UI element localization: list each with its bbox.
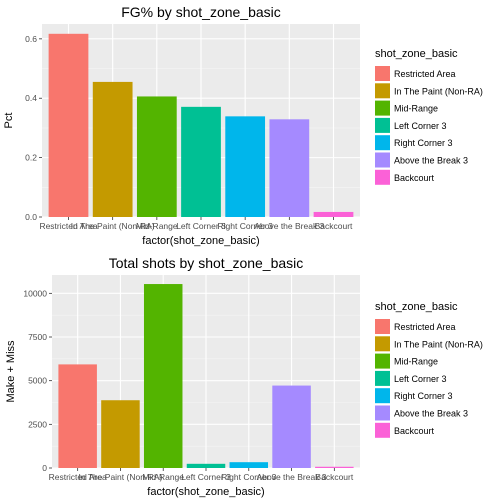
legend-key-4 [375,117,390,133]
bar-1 [58,364,97,468]
x-tick-label: Backcourt [315,221,353,231]
x-tick-label: Left Corner 3 [176,221,226,231]
legend-label: Restricted Area [394,69,456,79]
legend-label: Restricted Area [394,322,456,332]
x-tick-label: In The Paint (Non-RA) [71,221,155,231]
legend-label: Right Corner 3 [394,391,453,401]
legend-key-2 [375,336,390,352]
y-tick-label: 7500 [28,332,47,342]
legend-key-2 [375,83,390,99]
legend-label: Right Corner 3 [394,138,453,148]
legend-title: shot_zone_basic [375,48,458,60]
legend-label: Above the Break 3 [394,409,468,419]
legend-label: Backcourt [394,426,435,436]
x-tick-label: Right Corner 3 [218,221,274,231]
legend-key-5 [375,388,390,404]
legend-key-5 [375,135,390,151]
x-tick-label: Right Corner 3 [221,472,277,482]
y-tick-label: 0.2 [25,153,37,163]
y-tick-label: 0.0 [25,212,37,222]
legend-label: Above the Break 3 [394,156,468,166]
legend-label: Mid-Range [394,104,438,114]
legend-label: Mid-Range [394,357,438,367]
x-tick-label: Above the Break 3 [257,472,327,482]
chart-title: FG% by shot_zone_basic [121,4,281,20]
x-tick-label: Restricted Area [39,221,97,231]
legend-key-1 [375,66,390,81]
bar-2 [92,81,133,218]
bar-1 [48,33,89,217]
legend-key-3 [375,353,390,369]
legend-key-3 [375,100,390,116]
x-tick-label: Backcourt [315,472,353,482]
y-tick-label: 0.4 [25,93,37,103]
legend-key-7 [375,169,390,185]
bar-5 [229,462,269,468]
chart-title: Total shots by shot_zone_basic [109,255,304,271]
x-tick-label: Left Corner 3 [181,472,231,482]
y-tick-label: 2500 [28,419,47,429]
y-tick-label: 10000 [23,288,47,298]
legend-key-6 [375,152,390,168]
legend-label: Backcourt [394,173,435,183]
x-tick-label: Restricted Area [49,472,107,482]
legend-key-7 [375,422,390,438]
bar-4 [186,463,226,468]
legend-key-4 [375,370,390,386]
legend-label: Left Corner 3 [394,374,447,384]
legend-label: In The Paint (Non-RA) [394,339,483,349]
y-axis-title: Make + Miss [5,340,17,403]
legend-key-6 [375,405,390,421]
bar-6 [269,119,310,217]
legend-title: shot_zone_basic [375,301,458,313]
bar-4 [181,106,221,217]
legend-key-1 [375,319,390,334]
y-axis-title: Pct [3,113,15,129]
x-tick-label: Mid-Range [136,221,178,231]
legend-label: Left Corner 3 [394,121,447,131]
y-tick-label: 0 [42,463,47,473]
y-tick-label: 0.6 [25,34,37,44]
bar-2 [101,400,140,468]
bar-3 [136,96,177,217]
x-tick-label: Mid-Range [142,472,184,482]
y-tick-label: 5000 [28,376,47,386]
x-tick-label: Above the Break 3 [254,221,324,231]
x-tick-label: In The Paint (Non-RA) [78,472,162,482]
legend-label: In The Paint (Non-RA) [394,86,483,96]
bar-7 [315,466,354,468]
bar-3 [143,284,183,468]
bar-6 [272,385,311,468]
bar-5 [225,116,266,217]
x-axis-title: factor(shot_zone_basic) [147,486,264,498]
bar-7 [313,211,354,217]
x-axis-title: factor(shot_zone_basic) [142,235,259,247]
